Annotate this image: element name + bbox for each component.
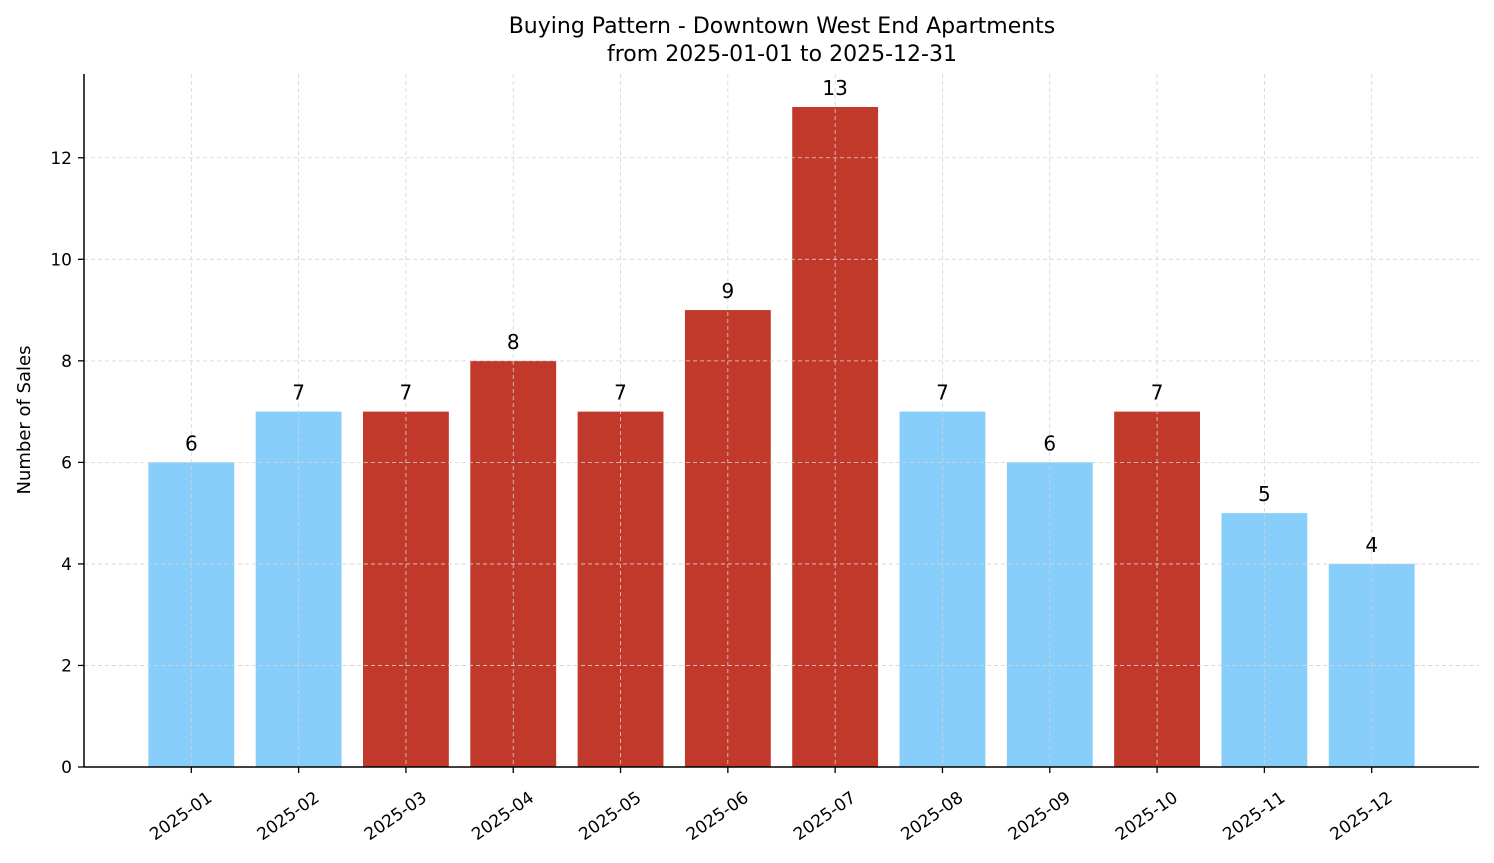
x-tick-label: 2025-09 bbox=[1005, 788, 1075, 845]
y-tick-label: 2 bbox=[61, 656, 72, 676]
y-tick-label: 10 bbox=[50, 250, 72, 270]
y-tick-label: 6 bbox=[61, 453, 72, 473]
data-label-2025-06: 9 bbox=[721, 279, 734, 303]
data-label-2025-07: 13 bbox=[822, 76, 847, 100]
x-tick-label: 2025-05 bbox=[576, 788, 646, 845]
data-label-2025-02: 7 bbox=[292, 381, 305, 405]
x-tick-label: 2025-11 bbox=[1219, 788, 1289, 845]
x-tick-label: 2025-07 bbox=[790, 788, 860, 845]
x-tick-label: 2025-06 bbox=[683, 788, 753, 845]
x-tick-label: 2025-12 bbox=[1327, 788, 1397, 845]
chart-subtitle: from 2025-01-01 to 2025-12-31 bbox=[607, 42, 957, 67]
chart-title: Buying Pattern - Downtown West End Apart… bbox=[509, 14, 1056, 39]
y-tick-label: 4 bbox=[61, 555, 72, 575]
y-tick-label: 0 bbox=[61, 758, 72, 778]
bar-2025-11 bbox=[1221, 513, 1308, 767]
y-axis-label: Number of Sales bbox=[14, 345, 35, 494]
data-label-2025-03: 7 bbox=[400, 381, 413, 405]
x-tick-label: 2025-01 bbox=[146, 788, 216, 845]
x-tick-label: 2025-03 bbox=[361, 788, 431, 845]
bar-2025-07 bbox=[792, 107, 879, 767]
y-tick-label: 8 bbox=[61, 352, 72, 372]
data-label-2025-12: 4 bbox=[1365, 533, 1378, 557]
data-label-2025-04: 8 bbox=[507, 330, 520, 354]
x-tick-label: 2025-08 bbox=[897, 788, 967, 845]
data-label-2025-10: 7 bbox=[1151, 381, 1164, 405]
data-label-2025-05: 7 bbox=[614, 381, 627, 405]
data-label-2025-01: 6 bbox=[185, 431, 198, 455]
x-tick-label: 2025-02 bbox=[254, 788, 324, 845]
x-tick-label: 2025-04 bbox=[468, 788, 538, 845]
data-label-2025-11: 5 bbox=[1258, 482, 1271, 506]
y-tick-label: 12 bbox=[50, 149, 72, 169]
data-label-2025-08: 7 bbox=[936, 381, 949, 405]
x-tick-label: 2025-10 bbox=[1112, 788, 1182, 845]
data-label-2025-09: 6 bbox=[1043, 431, 1056, 455]
